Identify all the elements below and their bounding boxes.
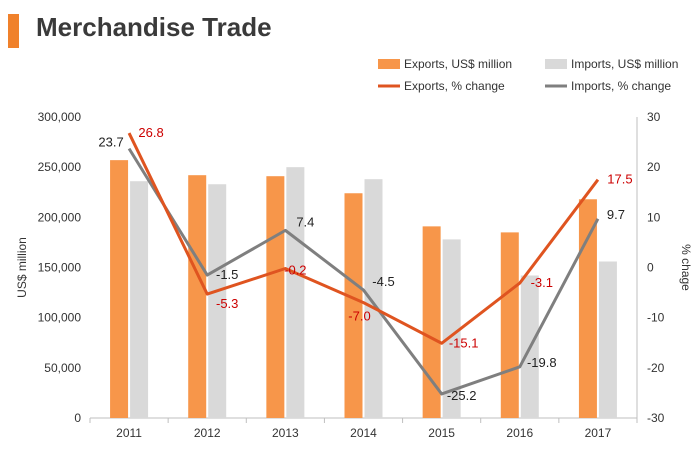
exports-change-line <box>127 132 600 345</box>
page-title: Merchandise Trade <box>36 12 272 42</box>
y2-tick-label: 30 <box>647 110 661 124</box>
chart-legend: Exports, US$ million Imports, US$ million… <box>378 57 678 93</box>
y2-tick-label: -20 <box>647 361 665 375</box>
imports-change-label: 7.4 <box>296 214 314 229</box>
imports-bar <box>130 181 149 418</box>
y2-tick-label: 10 <box>647 210 661 224</box>
exports-change-label: -3.1 <box>531 275 553 290</box>
imports-change-label: -4.5 <box>372 274 394 289</box>
legend-swatch <box>378 59 400 69</box>
x-tick-label: 2016 <box>506 426 533 440</box>
y2-tick-label: 0 <box>647 261 654 275</box>
imports-change-label: -1.5 <box>216 267 238 282</box>
imports-change-label: 23.7 <box>98 135 123 150</box>
imports-bar <box>442 239 461 418</box>
exports-change-label: -15.1 <box>449 335 479 350</box>
y-tick-label: 200,000 <box>38 210 82 224</box>
x-tick-label: 2014 <box>350 426 377 440</box>
y-tick-label: 300,000 <box>38 110 82 124</box>
x-tick-label: 2013 <box>272 426 299 440</box>
x-tick-label: 2017 <box>585 426 612 440</box>
exports-change-label: 26.8 <box>138 125 163 140</box>
exports-bar <box>578 199 597 418</box>
legend-label: Exports, % change <box>404 79 505 93</box>
imports-bar <box>286 167 305 418</box>
imports-bar <box>364 179 383 418</box>
imports-change-label: -25.2 <box>447 388 477 403</box>
y-tick-label: 50,000 <box>44 361 81 375</box>
exports-bar <box>422 226 441 418</box>
plot-area: 0 50,000 100,000 150,000 200,000 250,000 300,0… <box>15 110 693 440</box>
y-axis-title: US$ million <box>15 237 29 298</box>
exports-bar <box>110 160 129 419</box>
y2-tick-label: -10 <box>647 311 665 325</box>
x-tick-label: 2012 <box>194 426 221 440</box>
imports-bar <box>598 261 617 418</box>
y-tick-label: 150,000 <box>38 261 82 275</box>
y2-tick-label: 20 <box>647 160 661 174</box>
y-tick-label: 0 <box>74 411 81 425</box>
exports-change-label: -5.3 <box>216 296 238 311</box>
legend-label: Imports, % change <box>571 79 671 93</box>
exports-bar <box>500 232 519 418</box>
exports-bar <box>266 176 285 418</box>
legend-swatch <box>545 59 567 69</box>
y-tick-label: 250,000 <box>38 160 82 174</box>
imports-change-label: -19.8 <box>527 355 557 370</box>
y2-axis-title: % chage <box>679 244 693 291</box>
exports-bar <box>188 175 207 418</box>
exports-bar <box>344 193 363 418</box>
imports-change-line <box>127 147 600 396</box>
imports-change-label: 9.7 <box>607 207 625 222</box>
imports-bar <box>208 184 227 418</box>
y2-tick-label: -30 <box>647 411 665 425</box>
y-tick-label: 100,000 <box>38 311 82 325</box>
x-tick-label: 2011 <box>116 426 142 440</box>
exports-change-label: -0.2 <box>284 263 306 278</box>
exports-change-label: -7.0 <box>348 309 370 324</box>
legend-label: Exports, US$ million <box>404 57 512 71</box>
legend-label: Imports, US$ million <box>571 57 678 71</box>
exports-change-label: 17.5 <box>607 172 632 187</box>
header-accent-bar <box>8 14 19 48</box>
x-tick-label: 2015 <box>428 426 455 440</box>
